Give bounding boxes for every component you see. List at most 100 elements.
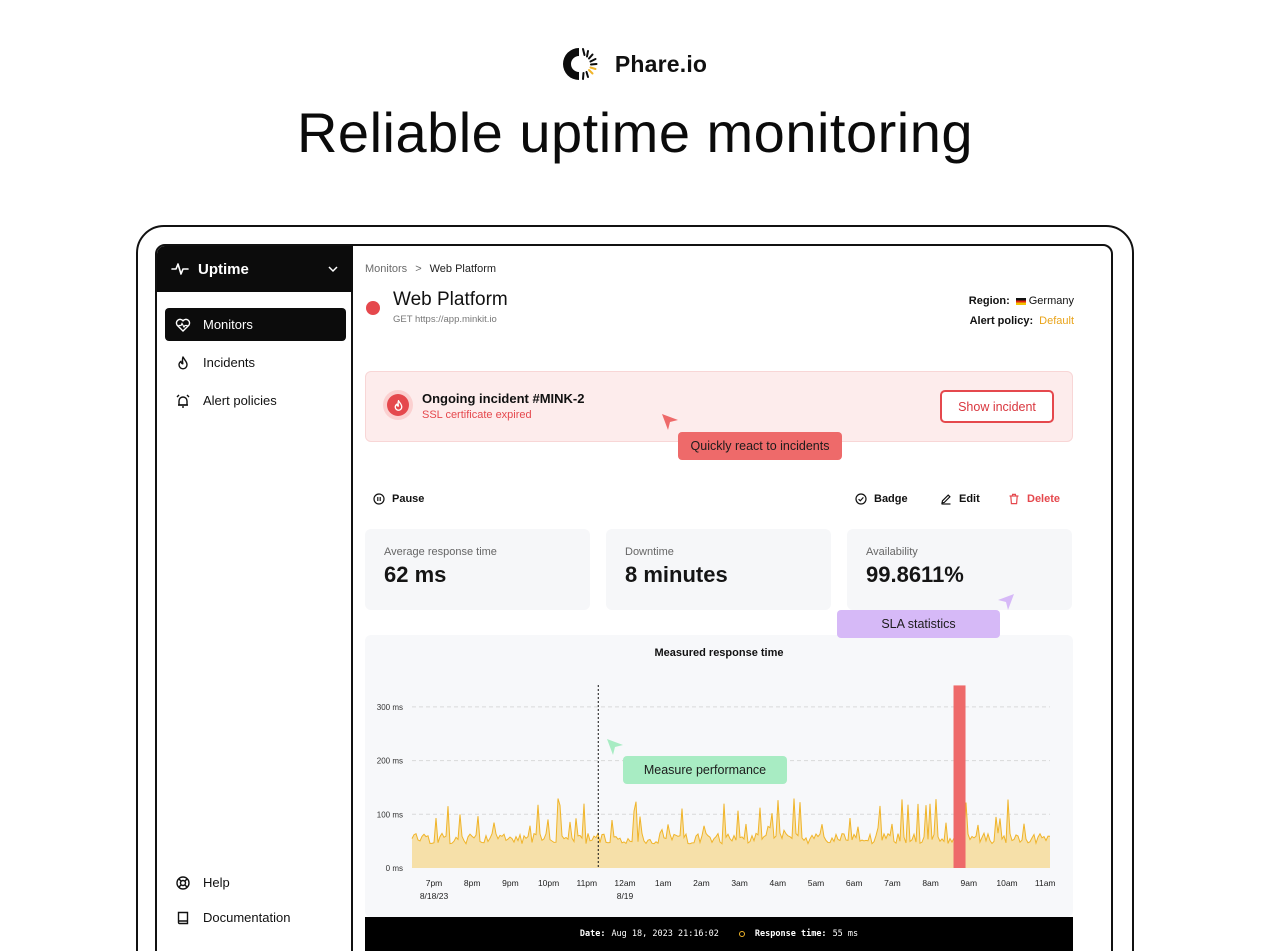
stat-label: Average response time	[384, 546, 497, 558]
breadcrumb: Monitors > Web Platform	[365, 263, 496, 275]
brand-name: Phare.io	[614, 50, 708, 77]
x-tick-label: 11pm	[576, 878, 597, 888]
region-label: Region:	[968, 295, 1010, 307]
monitor-meta: Region: Germany Alert policy: Default	[969, 291, 1074, 331]
stat-card-downtime: Downtime 8 minutes	[606, 529, 831, 610]
app-screen: Uptime Monitors Incidents Alert policies…	[155, 244, 1113, 951]
x-tick-sublabel: 8/19	[617, 891, 634, 901]
sidebar-item-help[interactable]: Help	[165, 866, 346, 899]
stat-label: Availability	[866, 546, 918, 558]
page-title: Web Platform	[393, 289, 508, 310]
pause-label: Pause	[392, 493, 425, 505]
germany-flag-icon	[1015, 297, 1026, 305]
edit-button[interactable]: Edit	[940, 493, 980, 505]
stat-value: 99.8611%	[866, 562, 964, 587]
x-tick-label: 10pm	[538, 878, 559, 888]
breadcrumb-separator: >	[415, 263, 422, 275]
x-tick-label: 1am	[655, 878, 672, 888]
badge-button[interactable]: Badge	[855, 493, 908, 505]
pencil-icon	[941, 494, 951, 505]
x-tick-label: 2am	[693, 878, 710, 888]
activity-icon	[171, 263, 189, 275]
brand-header: Phare.io	[0, 44, 1270, 84]
x-tick-label: 8am	[922, 878, 939, 888]
chart-title: Measured response time	[654, 647, 784, 659]
pause-button[interactable]: Pause	[373, 493, 424, 505]
x-tick-label: 6am	[846, 878, 863, 888]
sidebar-item-incidents[interactable]: Incidents	[165, 346, 346, 379]
callout-sla: SLA statistics	[837, 610, 1000, 638]
sidebar-item-label: Alert policies	[203, 393, 277, 408]
delete-button[interactable]: Delete	[1008, 493, 1060, 505]
region-value: Germany	[1028, 295, 1074, 307]
x-tick-label: 7pm	[426, 878, 443, 888]
headline: Reliable uptime monitoring	[296, 101, 973, 164]
edit-label: Edit	[959, 493, 980, 505]
phare-logo-icon	[562, 48, 598, 80]
trash-icon	[1009, 493, 1019, 505]
sidebar-item-label: Documentation	[203, 910, 291, 925]
breadcrumb-current: Web Platform	[429, 263, 497, 275]
x-tick-label: 8pm	[464, 878, 481, 888]
y-tick-label: 0 ms	[386, 864, 403, 873]
stat-label: Downtime	[625, 546, 674, 558]
x-tick-label: 5am	[808, 878, 825, 888]
chevron-down-icon	[328, 266, 338, 273]
sidebar: Uptime Monitors Incidents Alert policies…	[157, 246, 353, 951]
tooltip-rt-label: Response time:	[754, 929, 827, 939]
heart-pulse-icon	[175, 318, 191, 332]
sidebar-item-alert-policies[interactable]: Alert policies	[165, 384, 346, 417]
badge-label: Badge	[874, 493, 908, 505]
cursor-purple-icon	[998, 594, 1014, 610]
callout-incidents: Quickly react to incidents	[678, 432, 842, 460]
sidebar-item-label: Incidents	[203, 355, 256, 370]
x-tick-sublabel: 8/18/23	[420, 891, 449, 901]
y-tick-label: 300 ms	[377, 703, 403, 712]
x-tick-label: 4am	[770, 878, 787, 888]
show-incident-button[interactable]: Show incident	[940, 390, 1054, 423]
y-tick-label: 200 ms	[377, 757, 403, 766]
workspace-label: Uptime	[198, 260, 249, 278]
pause-icon	[373, 493, 385, 505]
workspace-switcher[interactable]: Uptime	[157, 246, 353, 292]
badge-check-icon	[855, 493, 867, 505]
response-time-chart: 300 ms 200 ms 100 ms 0 ms 7pm 8/18/23 8pm 9pm 10…	[365, 635, 1073, 917]
chart-plot[interactable]: 300 ms 200 ms 100 ms 0 ms 7pm 8/18/23 8pm 9pm 10…	[365, 635, 1073, 917]
cursor-green-icon	[607, 739, 623, 755]
x-tick-label: 10am	[996, 878, 1017, 888]
sidebar-item-monitors[interactable]: Monitors	[165, 308, 346, 341]
incident-subtitle: SSL certificate expired	[422, 409, 532, 421]
alert-policy-label: Alert policy:	[969, 315, 1034, 327]
x-tick-label: 9am	[961, 878, 978, 888]
stat-card-response-time: Average response time 62 ms	[365, 529, 590, 610]
x-tick-label: 3am	[731, 878, 748, 888]
x-tick-label: 9pm	[502, 878, 519, 888]
sidebar-item-documentation[interactable]: Documentation	[165, 901, 346, 934]
series-dot-icon	[738, 931, 745, 937]
series-line	[411, 798, 1051, 846]
alarm-clock-icon	[176, 394, 190, 408]
lifebuoy-icon	[176, 875, 190, 890]
cursor-red-icon	[662, 414, 678, 430]
tooltip-date-label: Date:	[579, 929, 606, 939]
stat-value: 8 minutes	[625, 562, 728, 587]
x-tick-label: 11am	[1035, 878, 1056, 888]
breadcrumb-parent[interactable]: Monitors	[365, 263, 408, 275]
tooltip-date-value: Aug 18, 2023 21:16:02	[611, 929, 719, 939]
series-area	[412, 798, 1050, 868]
incident-title: Ongoing incident #MINK-2	[422, 391, 585, 406]
flame-icon	[394, 399, 402, 411]
downtime-bar	[953, 685, 966, 868]
stat-card-availability: Availability 99.8611%	[847, 529, 1072, 610]
stat-value: 62 ms	[384, 562, 447, 587]
book-icon	[177, 911, 189, 924]
x-tick-label: 7am	[884, 878, 901, 888]
callout-performance: Measure performance	[623, 756, 787, 784]
status-indicator	[366, 301, 380, 315]
alert-policy-link[interactable]: Default	[1039, 315, 1074, 327]
tooltip-rt-value: 55 ms	[832, 929, 859, 939]
sidebar-item-label: Help	[203, 875, 230, 890]
sidebar-item-label: Monitors	[203, 317, 253, 332]
monitor-request: GET https://app.minkit.io	[393, 314, 497, 325]
delete-label: Delete	[1027, 493, 1061, 505]
